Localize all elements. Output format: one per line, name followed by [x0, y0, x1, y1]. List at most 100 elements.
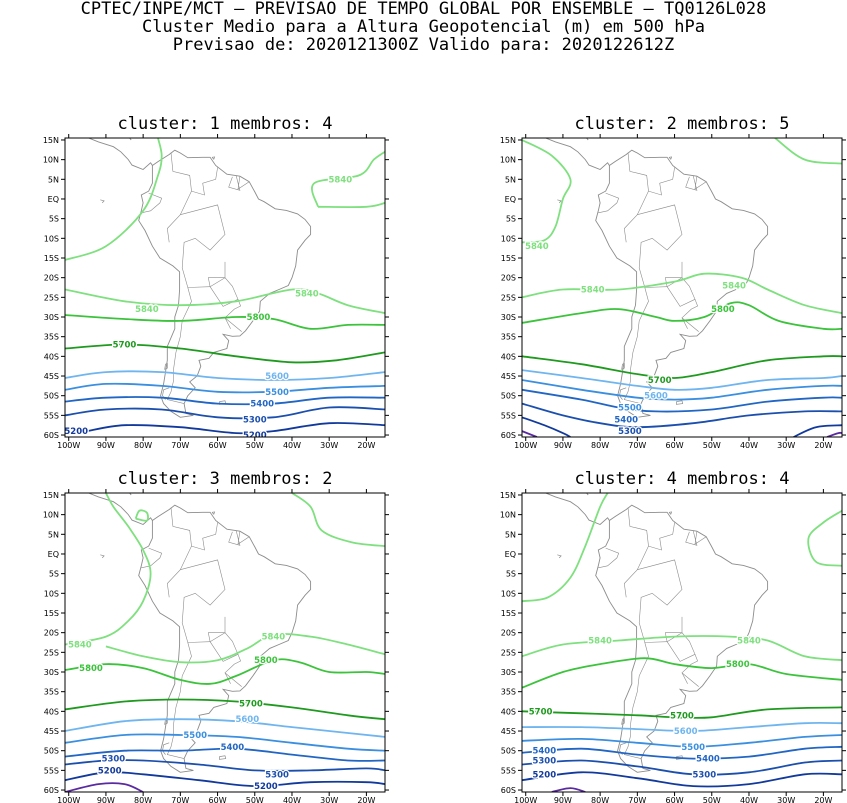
- contour-5300: [65, 759, 385, 772]
- contour-label: 5500: [183, 731, 207, 741]
- contour-label: 5300: [532, 757, 556, 767]
- island-outline: [668, 156, 673, 160]
- lon-tick-label: 70W: [171, 441, 189, 450]
- contour-label: 5500: [265, 388, 289, 398]
- contour-label: 5600: [235, 715, 259, 725]
- panel-3-title: cluster: 3 membros: 2: [117, 469, 333, 489]
- island-outline: [211, 156, 216, 160]
- lat-tick-label: 40S: [501, 352, 516, 361]
- lat-tick-label: EQ: [505, 550, 516, 559]
- contour-label: 5840: [588, 637, 612, 647]
- island-outline: [621, 362, 625, 370]
- country-border: [648, 167, 675, 196]
- lon-tick-label: 90W: [554, 796, 572, 803]
- lon-tick-label: 50W: [246, 796, 264, 803]
- lat-tick-label: 10S: [44, 234, 59, 243]
- contour-label: 5840: [135, 305, 159, 315]
- country-border: [207, 632, 239, 662]
- lon-tick-label: 90W: [97, 441, 115, 450]
- country-border: [237, 531, 250, 545]
- contour-label: 5600: [265, 372, 289, 382]
- panel-4-title: cluster: 4 membros: 4: [574, 469, 790, 489]
- lat-tick-label: 10N: [500, 156, 516, 165]
- lat-tick-label: 20S: [44, 629, 59, 638]
- lat-tick-label: 25S: [501, 293, 516, 302]
- contour-label: 5400: [614, 415, 638, 425]
- lat-tick-label: 10S: [44, 589, 59, 598]
- lon-tick-label: 20W: [357, 796, 375, 803]
- lat-tick-label: 25S: [501, 648, 516, 657]
- contour-5200: [87, 422, 385, 435]
- island-outline: [219, 755, 227, 760]
- lat-tick-label: EQ: [505, 195, 516, 204]
- lon-tick-label: 100W: [57, 441, 80, 450]
- country-border: [166, 507, 192, 598]
- contour-5200: [522, 416, 571, 437]
- coastline: [138, 504, 312, 773]
- lat-tick-label: 50S: [44, 747, 59, 756]
- lon-tick-label: 90W: [97, 796, 115, 803]
- country-border: [685, 530, 698, 546]
- header-line-1: CPTEC/INPE/MCT — PREVISAO DE TEMPO GLOBA…: [80, 0, 767, 19]
- contour-5700: [522, 706, 842, 719]
- contour-label: 5800: [711, 305, 735, 315]
- country-border: [191, 167, 218, 196]
- contour-5400: [65, 747, 385, 762]
- lat-tick-label: 55S: [44, 411, 59, 420]
- country-border: [685, 175, 698, 191]
- lat-tick-label: 20S: [44, 274, 59, 283]
- island-outline: [621, 717, 625, 725]
- lon-tick-label: 50W: [703, 441, 721, 450]
- island-outline: [211, 511, 216, 515]
- contour-label: 5600: [644, 392, 668, 402]
- lon-tick-label: 70W: [171, 796, 189, 803]
- country-border: [141, 192, 163, 214]
- contour-5840: [774, 138, 842, 165]
- contour-label: 5400: [221, 743, 245, 753]
- contour-5840: [522, 272, 842, 314]
- lat-tick-label: 15S: [44, 254, 59, 263]
- lon-tick-label: 80W: [134, 441, 152, 450]
- island-outline: [164, 362, 168, 370]
- country-border: [166, 152, 192, 243]
- lat-tick-label: 60S: [44, 431, 59, 440]
- contour-5840: [65, 288, 385, 314]
- lat-tick-label: 10N: [43, 156, 59, 165]
- island-outline: [162, 742, 170, 755]
- contour-5400: [65, 396, 385, 406]
- lat-tick-label: 35S: [44, 688, 59, 697]
- lat-tick-label: 25S: [44, 648, 59, 657]
- contour-label: 5840: [525, 242, 549, 252]
- contour-label: 5700: [670, 711, 694, 721]
- contour-label: 5300: [692, 770, 716, 780]
- country-border: [648, 522, 675, 551]
- contour-label: 5700: [113, 341, 137, 351]
- country-border: [681, 299, 699, 332]
- lat-tick-label: 15S: [44, 609, 59, 618]
- lon-tick-label: 80W: [134, 796, 152, 803]
- contour-label: 5300: [102, 755, 126, 765]
- coastline: [138, 149, 312, 418]
- lon-tick-label: 90W: [554, 441, 572, 450]
- contour-5840: [65, 493, 152, 646]
- contour-5840: [105, 632, 385, 664]
- contour-5500: [522, 379, 842, 401]
- lat-tick-label: 5N: [505, 175, 516, 184]
- lon-tick-label: 100W: [514, 796, 537, 803]
- lat-tick-label: 35S: [501, 688, 516, 697]
- contour-label: 5700: [648, 376, 672, 386]
- lat-tick-label: 60S: [44, 786, 59, 795]
- contour-5600: [522, 721, 842, 732]
- lon-tick-label: 30W: [777, 441, 795, 450]
- contour-label: 5840: [68, 641, 92, 651]
- lon-tick-label: 70W: [628, 441, 646, 450]
- contour-5300: [65, 406, 385, 420]
- contour-label: 5200: [64, 427, 88, 437]
- country-border: [180, 559, 226, 643]
- country-border: [141, 547, 163, 569]
- lat-tick-label: 10N: [43, 511, 59, 520]
- contour-5600: [65, 718, 385, 738]
- lon-tick-label: 80W: [591, 441, 609, 450]
